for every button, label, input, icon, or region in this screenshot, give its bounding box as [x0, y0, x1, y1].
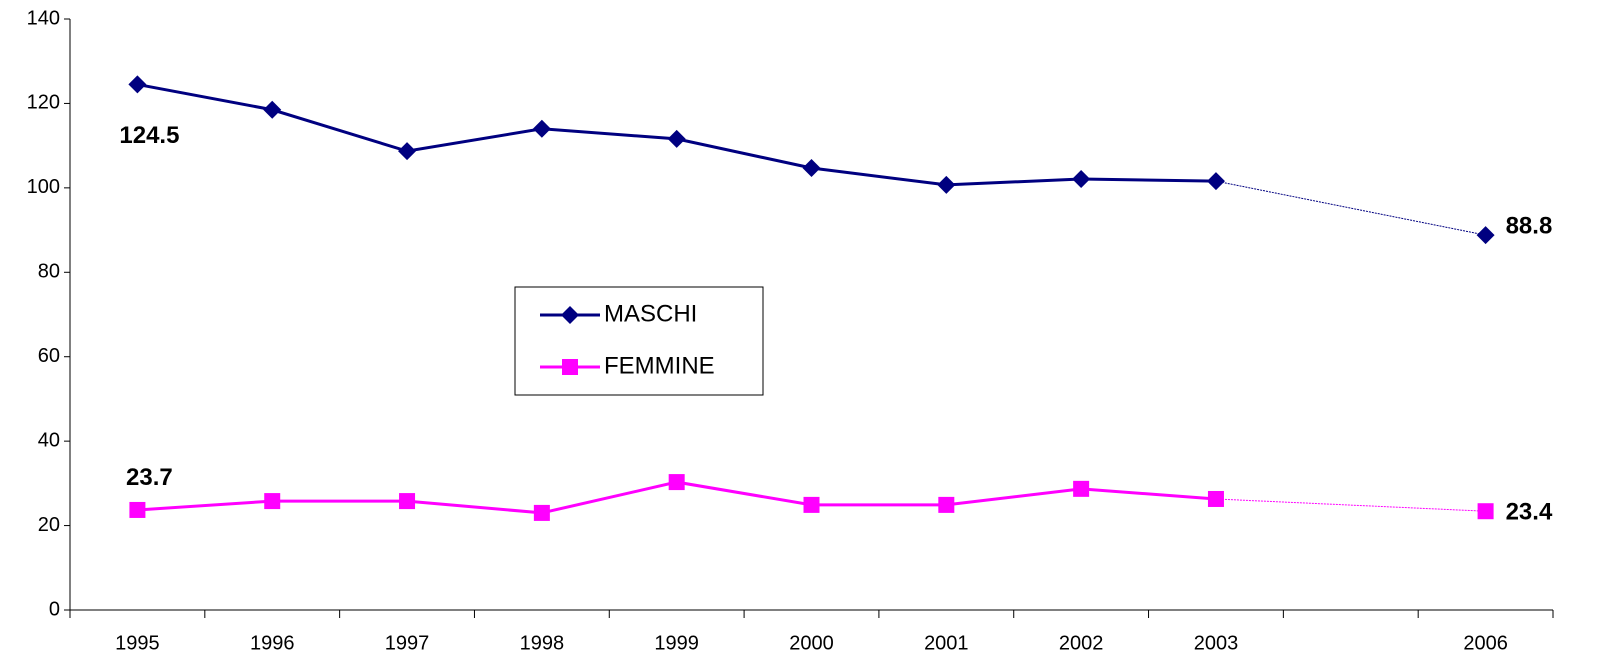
legend-label: FEMMINE [604, 352, 715, 379]
y-tick-label: 80 [38, 261, 60, 283]
data-label: 23.4 [1506, 499, 1553, 526]
data-point [1206, 172, 1225, 191]
data-label: 88.8 [1506, 212, 1553, 239]
y-tick-label: 20 [38, 514, 60, 536]
data-point [1477, 503, 1494, 520]
y-tick-label: 60 [38, 345, 60, 367]
data-point [667, 129, 686, 148]
data-point [1072, 169, 1091, 188]
data-point [263, 100, 282, 119]
x-tick-label: 1995 [115, 632, 160, 654]
data-point [128, 75, 147, 94]
legend-label: MASCHI [604, 300, 697, 327]
data-point [803, 496, 820, 513]
data-point [1476, 226, 1495, 245]
data-point [532, 119, 551, 138]
data-point [533, 504, 550, 521]
data-point [1207, 490, 1224, 507]
legend-marker [561, 306, 579, 324]
gap-connector [1215, 498, 1486, 512]
y-tick-label: 100 [27, 176, 60, 198]
data-point [264, 493, 281, 510]
data-label: 23.7 [126, 464, 173, 491]
legend-marker [562, 359, 578, 375]
y-tick-label: 120 [27, 92, 60, 114]
data-point [398, 142, 417, 161]
data-point [937, 175, 956, 194]
x-tick-label: 2006 [1463, 632, 1508, 654]
legend-box [514, 286, 764, 396]
y-tick-label: 140 [27, 7, 60, 29]
y-tick-label: 40 [38, 429, 60, 451]
data-point [1073, 480, 1090, 497]
data-point [802, 159, 821, 178]
x-tick-label: 2001 [924, 632, 969, 654]
x-tick-label: 2000 [789, 632, 834, 654]
x-tick-label: 1996 [250, 632, 295, 654]
x-tick-label: 1999 [654, 632, 699, 654]
x-tick-label: 1997 [385, 632, 430, 654]
x-tick-label: 1998 [520, 632, 565, 654]
x-tick-label: 2003 [1194, 632, 1239, 654]
data-label: 124.5 [119, 122, 179, 149]
x-tick-label: 2002 [1059, 632, 1104, 654]
gap-connector [1215, 180, 1486, 236]
y-tick-label: 0 [49, 598, 60, 620]
data-point [668, 474, 685, 491]
data-point [399, 493, 416, 510]
data-point [129, 501, 146, 518]
data-point [938, 496, 955, 513]
